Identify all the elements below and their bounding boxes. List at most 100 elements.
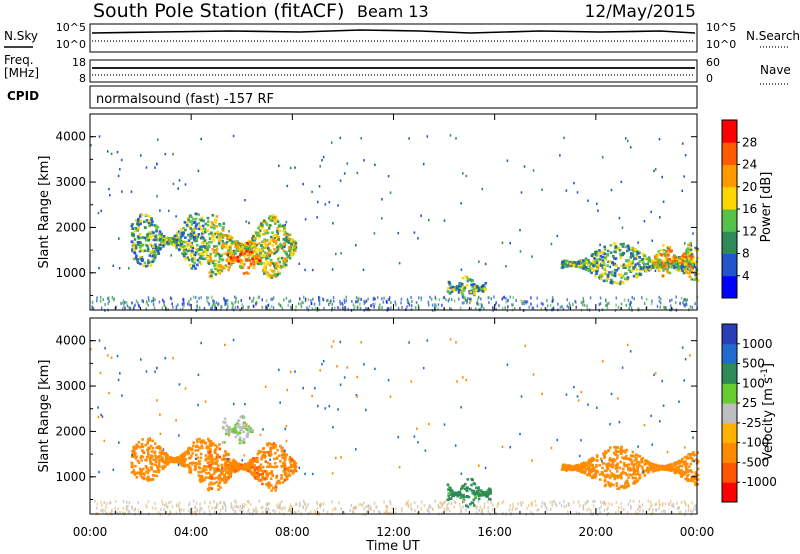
y-tick-label: 3000 bbox=[55, 175, 86, 189]
data-cell bbox=[199, 508, 201, 512]
data-cell bbox=[263, 229, 266, 233]
data-cell bbox=[596, 266, 600, 269]
data-cell bbox=[247, 462, 250, 466]
data-cell bbox=[264, 254, 267, 257]
data-cell bbox=[688, 268, 692, 272]
data-cell bbox=[144, 458, 147, 462]
data-cell bbox=[247, 272, 250, 275]
data-cell bbox=[164, 451, 167, 455]
data-cell bbox=[465, 283, 469, 287]
data-cell bbox=[631, 260, 635, 263]
data-cell bbox=[255, 510, 257, 514]
colorbar-segment bbox=[722, 275, 737, 299]
data-cell bbox=[192, 217, 195, 221]
scatter-cell bbox=[117, 174, 120, 178]
data-cell bbox=[279, 511, 281, 515]
data-cell bbox=[136, 221, 140, 225]
scatter-cell bbox=[154, 166, 156, 169]
data-cell bbox=[341, 301, 343, 305]
data-cell bbox=[635, 250, 639, 253]
data-cell bbox=[150, 260, 153, 264]
scatter-cell bbox=[304, 268, 306, 272]
data-cell bbox=[579, 259, 582, 263]
data-cell bbox=[477, 494, 481, 498]
data-cell bbox=[233, 240, 236, 243]
data-cell bbox=[584, 467, 588, 471]
data-cell bbox=[139, 474, 143, 477]
data-cell bbox=[407, 299, 409, 303]
data-cell bbox=[470, 283, 473, 287]
data-cell bbox=[614, 245, 618, 249]
data-cell bbox=[164, 458, 168, 462]
data-cell bbox=[175, 245, 178, 248]
scatter-cell bbox=[259, 229, 262, 232]
scatter-cell bbox=[460, 202, 462, 205]
data-cell bbox=[154, 298, 156, 302]
scatter-cell bbox=[624, 137, 627, 140]
data-cell bbox=[153, 442, 157, 445]
data-cell bbox=[262, 454, 265, 457]
data-cell bbox=[542, 302, 544, 306]
data-cell bbox=[261, 224, 264, 227]
data-cell bbox=[240, 299, 243, 302]
data-cell bbox=[437, 503, 440, 507]
data-cell bbox=[586, 464, 589, 467]
scatter-cell bbox=[481, 187, 484, 191]
data-cell bbox=[258, 259, 262, 262]
data-cell bbox=[227, 426, 230, 429]
data-cell bbox=[252, 299, 255, 303]
data-cell bbox=[196, 445, 200, 449]
data-cell bbox=[466, 279, 470, 283]
data-cell bbox=[603, 248, 607, 251]
data-cell bbox=[269, 446, 273, 450]
data-cell bbox=[280, 453, 284, 457]
data-cell bbox=[616, 476, 620, 480]
data-cell bbox=[498, 501, 500, 505]
data-cell bbox=[200, 470, 203, 474]
data-cell bbox=[166, 457, 170, 461]
data-cell bbox=[261, 269, 265, 272]
data-cell bbox=[696, 467, 700, 471]
data-cell bbox=[565, 469, 568, 472]
data-cell bbox=[266, 252, 269, 255]
data-cell bbox=[685, 265, 689, 268]
data-cell bbox=[512, 303, 514, 307]
data-cell bbox=[275, 267, 278, 270]
data-cell bbox=[599, 277, 603, 281]
data-cell bbox=[586, 304, 588, 308]
data-cell bbox=[170, 457, 173, 460]
data-cell bbox=[449, 489, 452, 493]
scatter-cell bbox=[321, 159, 323, 162]
scatter-cell bbox=[505, 265, 507, 268]
data-cell bbox=[656, 304, 659, 308]
data-cell bbox=[266, 444, 270, 447]
data-cell bbox=[676, 264, 680, 267]
data-cell bbox=[152, 458, 155, 461]
data-cell bbox=[231, 259, 235, 262]
data-cell bbox=[209, 439, 213, 443]
data-cell bbox=[363, 299, 365, 303]
data-cell bbox=[596, 259, 600, 263]
data-cell bbox=[187, 249, 190, 253]
data-cell bbox=[223, 417, 227, 421]
data-cell bbox=[211, 214, 215, 217]
data-cell bbox=[564, 467, 568, 470]
data-cell bbox=[179, 244, 183, 248]
data-cell bbox=[389, 295, 391, 299]
data-cell bbox=[203, 249, 207, 252]
data-cell bbox=[148, 456, 152, 460]
data-cell bbox=[611, 466, 615, 469]
data-cell bbox=[146, 233, 149, 237]
data-cell bbox=[626, 277, 630, 280]
data-cell bbox=[214, 221, 218, 224]
data-cell bbox=[394, 300, 396, 304]
data-cell bbox=[345, 295, 348, 299]
scatter-cell bbox=[311, 190, 313, 194]
data-cell bbox=[669, 263, 672, 266]
data-cell bbox=[271, 446, 274, 449]
data-cell bbox=[231, 467, 235, 471]
data-cell bbox=[614, 250, 617, 254]
scatter-cell bbox=[422, 162, 425, 166]
data-cell bbox=[629, 270, 633, 273]
data-cell bbox=[244, 249, 248, 253]
